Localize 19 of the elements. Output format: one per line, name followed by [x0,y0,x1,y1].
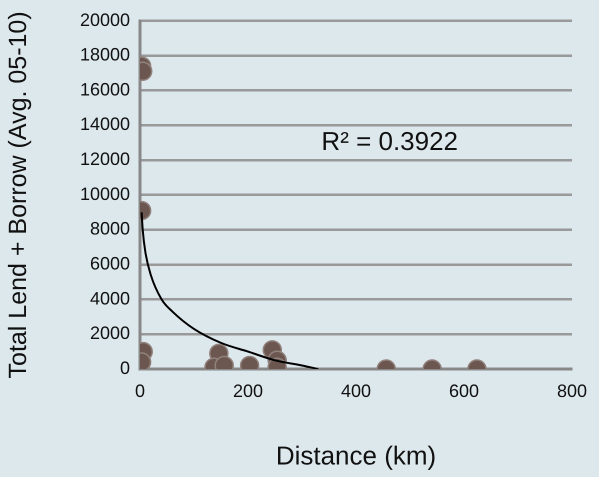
y-tick-label: 14000 [80,114,130,134]
y-tick-label: 0 [120,358,130,378]
y-tick-label: 12000 [80,149,130,170]
y-axis-title: Total Lend + Borrow (Avg. 05-10) [4,11,32,378]
y-tick-label: 8000 [90,218,130,239]
y-tick-label: 6000 [90,254,130,274]
x-axis-title: Distance (km) [276,440,436,471]
x-tick-label: 800 [556,380,588,401]
y-tick-label: 4000 [90,288,130,308]
x-tick-label: 600 [448,380,480,401]
y-tick-label: 18000 [80,44,130,65]
x-tick-label: 0 [134,380,146,401]
y-tick-label: 2000 [90,323,130,344]
y-tick-label: 16000 [80,79,130,100]
x-tick-label: 400 [340,380,372,401]
y-tick-label: 10000 [80,184,130,204]
x-tick-label: 200 [232,380,264,401]
y-tick-label: 20000 [80,10,130,30]
annotation: R² = 0.3922 [321,126,458,156]
